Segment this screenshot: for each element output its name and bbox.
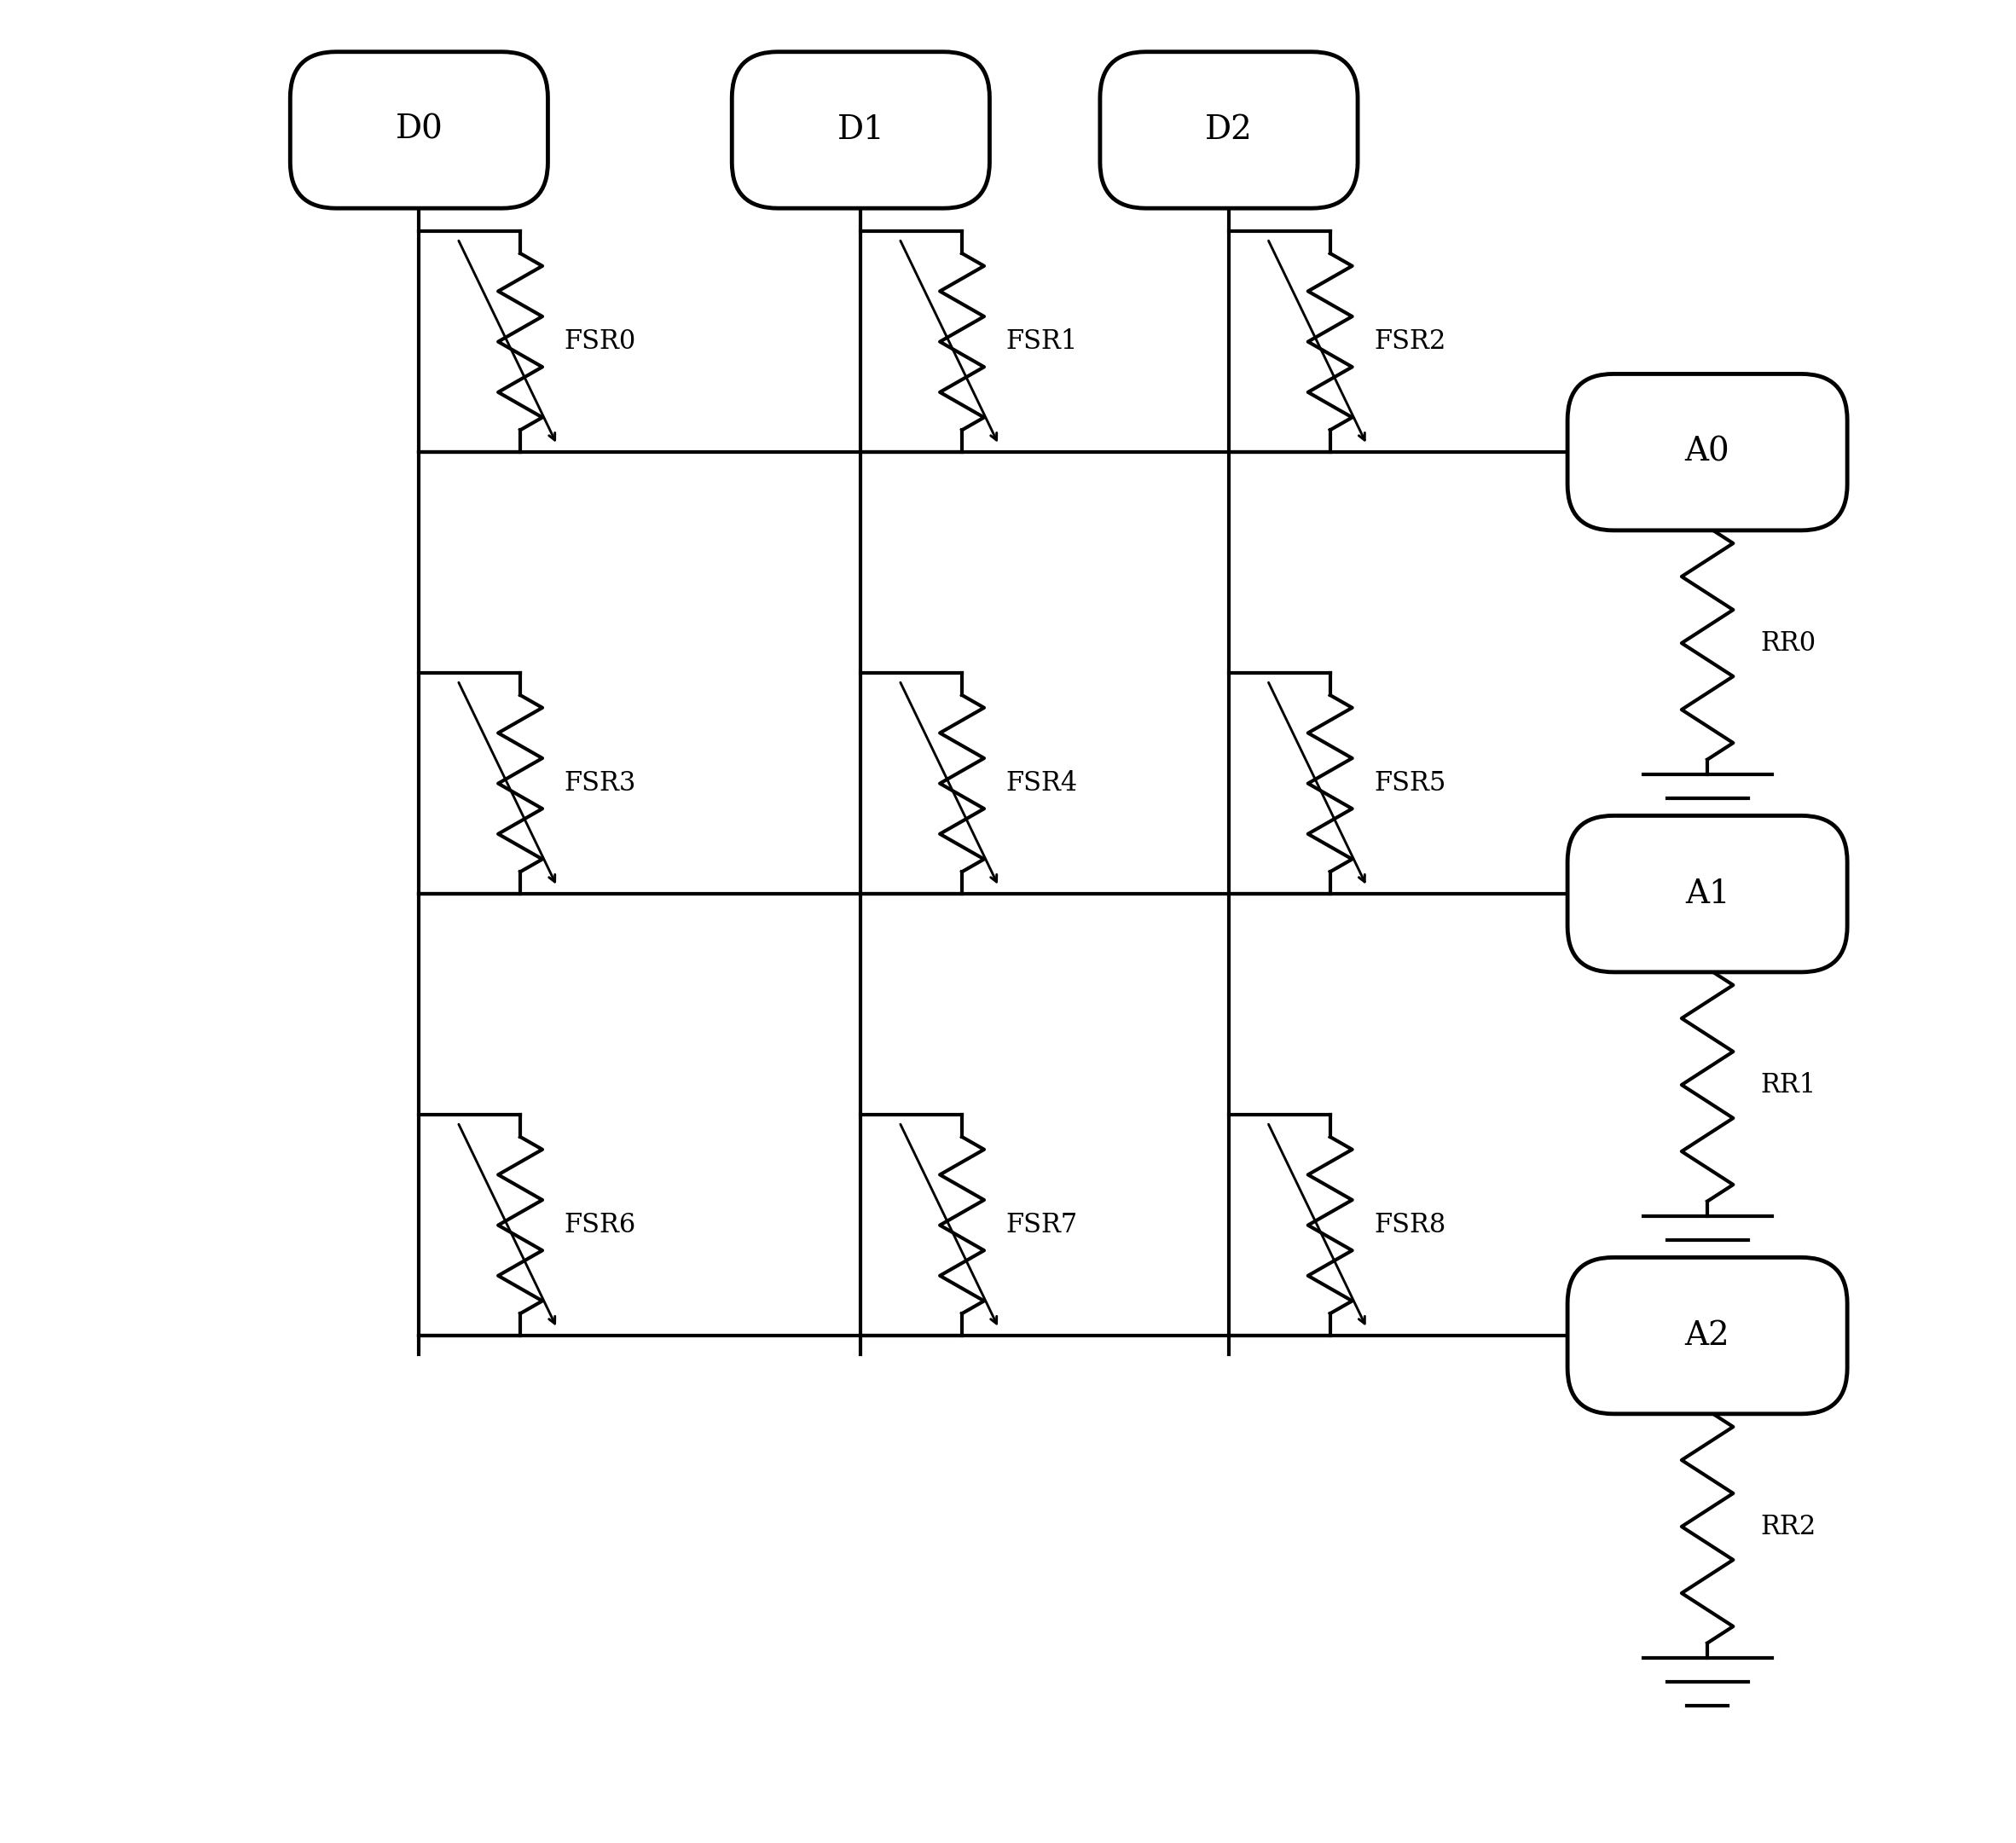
Text: A1: A1 — [1685, 877, 1730, 910]
Text: FSR3: FSR3 — [564, 770, 637, 796]
Text: FSR4: FSR4 — [1006, 770, 1079, 796]
Text: FSR0: FSR0 — [564, 328, 637, 356]
Text: FSR6: FSR6 — [564, 1213, 637, 1238]
FancyBboxPatch shape — [1568, 374, 1847, 531]
FancyBboxPatch shape — [1101, 52, 1357, 208]
Text: D2: D2 — [1206, 114, 1252, 146]
Text: A2: A2 — [1685, 1320, 1730, 1351]
Text: FSR5: FSR5 — [1375, 770, 1445, 796]
Text: FSR7: FSR7 — [1006, 1213, 1079, 1238]
FancyBboxPatch shape — [1568, 1257, 1847, 1414]
Text: FSR8: FSR8 — [1375, 1213, 1445, 1238]
Text: FSR2: FSR2 — [1375, 328, 1445, 356]
FancyBboxPatch shape — [1568, 816, 1847, 971]
Text: D0: D0 — [395, 114, 444, 146]
Text: RR0: RR0 — [1760, 630, 1816, 656]
Text: A0: A0 — [1685, 437, 1730, 468]
Text: D1: D1 — [837, 114, 885, 146]
FancyBboxPatch shape — [290, 52, 548, 208]
FancyBboxPatch shape — [732, 52, 990, 208]
Text: FSR1: FSR1 — [1006, 328, 1079, 356]
Text: RR1: RR1 — [1760, 1071, 1816, 1098]
Text: RR2: RR2 — [1760, 1513, 1816, 1541]
